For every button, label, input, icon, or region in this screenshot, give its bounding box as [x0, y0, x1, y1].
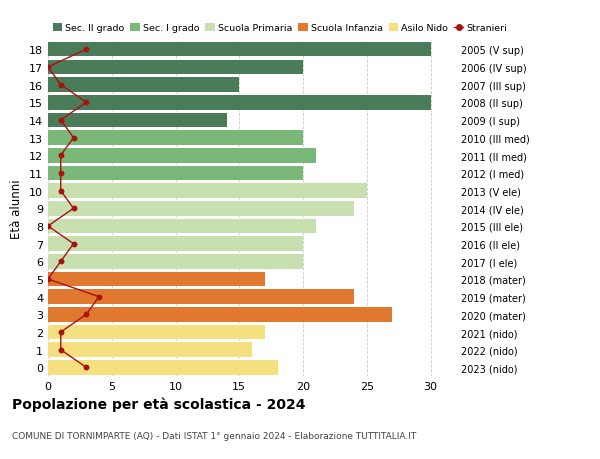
Point [56, 329, 65, 336]
Bar [48, 272, 265, 286]
Point [56, 82, 65, 89]
Bar [48, 343, 252, 357]
Bar [48, 131, 303, 146]
Bar [48, 219, 316, 234]
Bar [48, 61, 303, 75]
Legend: Sec. II grado, Sec. I grado, Scuola Primaria, Scuola Infanzia, Asilo Nido, Stran: Sec. II grado, Sec. I grado, Scuola Prim… [53, 24, 508, 33]
Point [43, 64, 53, 72]
Point [56, 346, 65, 353]
Point [82, 311, 91, 319]
Point [56, 117, 65, 124]
Point [56, 152, 65, 160]
Bar [48, 96, 431, 110]
Point [94, 293, 104, 301]
Y-axis label: Età alunni: Età alunni [10, 179, 23, 239]
Text: Popolazione per età scolastica - 2024: Popolazione per età scolastica - 2024 [12, 397, 305, 412]
Point [56, 258, 65, 265]
Point [82, 99, 91, 106]
Bar [48, 308, 392, 322]
Point [82, 364, 91, 371]
Bar [48, 255, 303, 269]
Point [69, 241, 78, 248]
Text: COMUNE DI TORNIMPARTE (AQ) - Dati ISTAT 1° gennaio 2024 - Elaborazione TUTTITALI: COMUNE DI TORNIMPARTE (AQ) - Dati ISTAT … [12, 431, 416, 441]
Bar [48, 78, 239, 93]
Point [69, 134, 78, 142]
Point [82, 46, 91, 54]
Point [43, 276, 53, 283]
Bar [48, 113, 227, 128]
Bar [48, 237, 303, 252]
Point [56, 188, 65, 195]
Bar [48, 43, 431, 57]
Bar [48, 360, 277, 375]
Point [69, 205, 78, 213]
Bar [48, 184, 367, 198]
Bar [48, 166, 303, 181]
Bar [48, 325, 265, 340]
Bar [48, 202, 354, 216]
Point [43, 223, 53, 230]
Bar [48, 290, 354, 304]
Bar [48, 149, 316, 163]
Point [56, 170, 65, 177]
